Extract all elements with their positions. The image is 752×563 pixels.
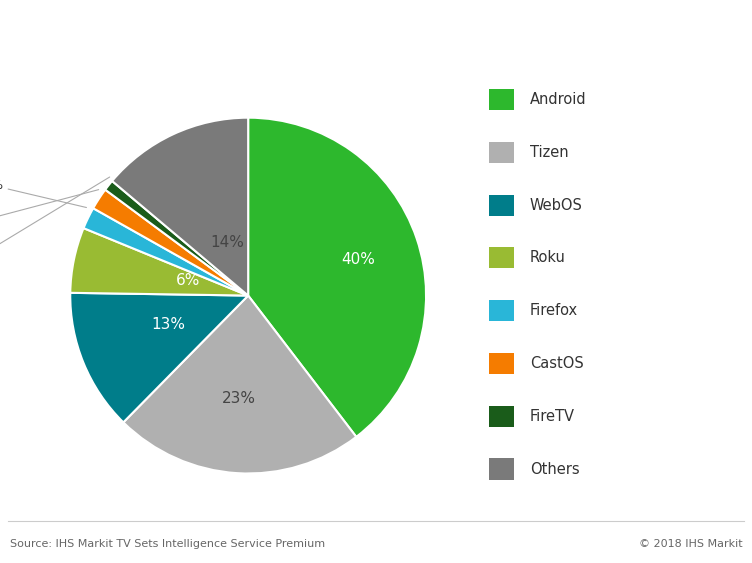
- Bar: [490, 195, 514, 216]
- Text: Source: IHS Markit TV Sets Intelligence Service Premium: Source: IHS Markit TV Sets Intelligence …: [10, 539, 325, 549]
- Bar: [490, 353, 514, 374]
- Wedge shape: [93, 190, 248, 296]
- Wedge shape: [248, 118, 426, 437]
- Wedge shape: [70, 293, 248, 422]
- Text: 14%: 14%: [211, 235, 244, 250]
- Text: 1%: 1%: [0, 177, 110, 270]
- Text: Firefox: Firefox: [530, 303, 578, 318]
- Bar: [490, 142, 514, 163]
- Text: 40%: 40%: [341, 252, 375, 267]
- Bar: [490, 300, 514, 321]
- Wedge shape: [83, 208, 248, 296]
- Text: 2%: 2%: [0, 179, 86, 208]
- Text: Others: Others: [530, 462, 580, 476]
- Wedge shape: [105, 181, 248, 296]
- Text: CastOS: CastOS: [530, 356, 584, 371]
- Wedge shape: [70, 228, 248, 296]
- Text: 23%: 23%: [221, 391, 256, 406]
- Text: Roku: Roku: [530, 251, 566, 265]
- Text: 2018 Smart TV Operating System Share: 2018 Smart TV Operating System Share: [10, 25, 541, 49]
- Text: Android: Android: [530, 92, 587, 107]
- Text: © 2018 IHS Markit: © 2018 IHS Markit: [638, 539, 742, 549]
- Text: WebOS: WebOS: [530, 198, 583, 213]
- Bar: [490, 89, 514, 110]
- Bar: [490, 458, 514, 480]
- Text: 6%: 6%: [176, 272, 200, 288]
- Bar: [490, 406, 514, 427]
- Text: Tizen: Tizen: [530, 145, 569, 160]
- Wedge shape: [123, 296, 356, 473]
- Text: 13%: 13%: [151, 317, 185, 332]
- Bar: [490, 247, 514, 269]
- Text: 2%: 2%: [0, 190, 99, 231]
- Wedge shape: [112, 118, 248, 296]
- Text: FireTV: FireTV: [530, 409, 575, 424]
